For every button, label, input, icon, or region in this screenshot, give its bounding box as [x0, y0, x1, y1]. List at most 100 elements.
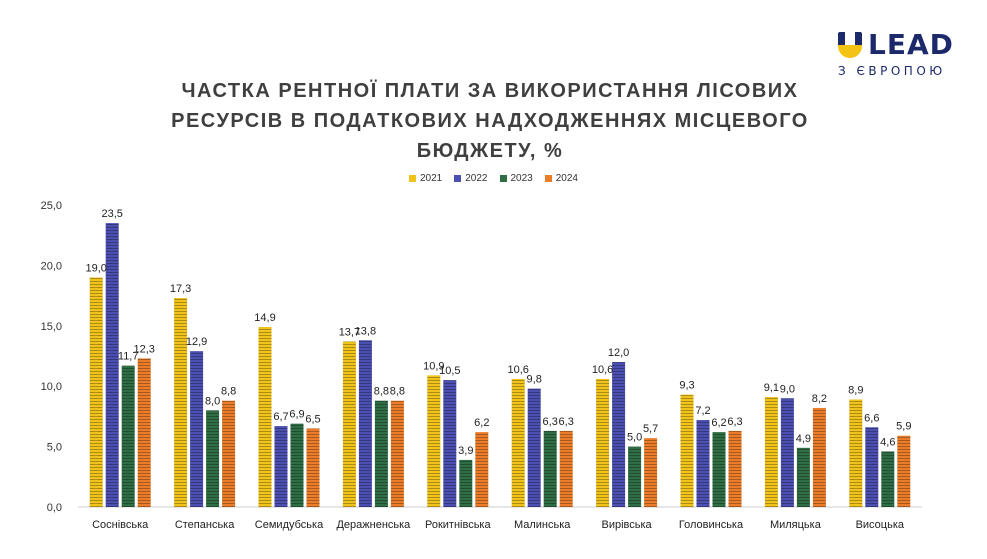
chart-title: ЧАСТКА РЕНТНОЇ ПЛАТИ ЗА ВИКОРИСТАННЯ ЛІС… [140, 76, 840, 166]
bar-2021 [174, 298, 188, 507]
data-label-2022: 9,0 [780, 383, 795, 395]
legend-label-2024: 2024 [555, 173, 578, 184]
data-label-2022: 9,8 [527, 374, 542, 386]
data-label-2023: 4,6 [880, 436, 895, 448]
data-label-2022: 6,7 [273, 411, 288, 423]
data-label-2021: 9,3 [679, 380, 694, 392]
bar-2022 [696, 420, 710, 507]
bar-2023 [290, 423, 304, 507]
data-label-2022: 13,8 [355, 325, 376, 337]
data-label-2021: 9,1 [764, 382, 779, 394]
legend-label-2021: 2021 [420, 173, 443, 184]
logo-word: LEAD [868, 28, 954, 61]
y-tick-label: 5,0 [47, 442, 62, 454]
y-tick-label: 0,0 [47, 502, 62, 514]
legend-swatch-2023 [499, 175, 507, 182]
logo-tagline: З ЄВРОПОЮ [838, 64, 946, 78]
y-tick-label: 15,0 [41, 321, 62, 333]
legend-swatch-2022 [454, 175, 462, 182]
bar-2023 [881, 451, 895, 507]
data-label-2023: 3,9 [458, 445, 473, 457]
legend-item-2021: 2021 [409, 173, 442, 184]
data-label-2021: 8,9 [848, 384, 863, 396]
bar-2021 [680, 394, 694, 507]
data-label-2023: 5,0 [627, 432, 642, 444]
data-label-2023: 6,9 [289, 409, 304, 421]
legend-item-2024: 2024 [544, 173, 578, 184]
bar-2023 [459, 459, 473, 507]
data-label-2023: 11,7 [118, 351, 139, 363]
bar-2022 [358, 340, 372, 507]
bar-2024 [728, 430, 742, 507]
chart-title-line-1: ЧАСТКА РЕНТНОЇ ПЛАТИ ЗА ВИКОРИСТАННЯ ЛІС… [181, 80, 799, 102]
data-label-2024: 8,2 [812, 393, 827, 405]
data-label-2023: 6,3 [543, 416, 558, 428]
chart-legend: 2021 2022 2023 2024 [0, 173, 987, 184]
x-category-label: Вирівська [602, 519, 653, 531]
bar-2024 [812, 407, 826, 507]
x-category-label: Соснівська [92, 519, 149, 531]
y-tick-label: 25,0 [41, 200, 62, 212]
bar-2023 [712, 432, 726, 507]
bar-2023 [374, 400, 388, 507]
bar-2024 [559, 430, 573, 507]
ulead-logo: LEAD З ЄВРОПОЮ [838, 30, 978, 82]
x-category-label: Головинська [679, 519, 744, 531]
data-label-2021: 10,9 [423, 360, 444, 372]
data-label-2024: 8,8 [221, 386, 236, 398]
bar-2024 [306, 428, 320, 507]
bar-2024 [390, 400, 404, 507]
data-label-2024: 6,3 [559, 416, 574, 428]
bar-2023 [796, 447, 810, 507]
x-category-label: Семидубська [255, 519, 324, 531]
data-label-2021: 17,3 [170, 283, 191, 295]
data-label-2022: 10,5 [439, 365, 460, 377]
data-label-2021: 19,0 [85, 262, 106, 274]
bar-2024 [137, 358, 151, 507]
bar-2021 [849, 399, 863, 507]
bar-2022 [443, 380, 457, 507]
data-label-2024: 5,9 [896, 421, 911, 433]
legend-item-2022: 2022 [454, 173, 488, 184]
data-label-2024: 5,7 [643, 423, 658, 435]
bar-2022 [274, 426, 288, 507]
x-category-label: Деражненська [336, 519, 411, 531]
data-label-2021: 10,6 [507, 364, 528, 376]
bar-2021 [764, 397, 778, 507]
legend-label-2022: 2022 [465, 173, 488, 184]
bar-2021 [342, 341, 356, 507]
data-label-2024: 6,2 [474, 417, 489, 429]
legend-label-2023: 2023 [510, 173, 533, 184]
bar-2024 [475, 432, 489, 507]
ulead-u-mark-icon [838, 32, 862, 58]
bar-2024 [644, 438, 658, 507]
bar-2024 [222, 400, 236, 507]
bar-2022 [865, 427, 879, 507]
bar-2023 [628, 446, 642, 507]
data-label-2021: 10,6 [592, 364, 613, 376]
data-label-2023: 6,2 [711, 417, 726, 429]
data-label-2021: 13,7 [339, 327, 360, 339]
data-label-2024: 12,3 [133, 343, 154, 355]
bar-2024 [897, 435, 911, 507]
chart-title-line-2: РЕСУРСІВ В ПОДАТКОВИХ НАДХОДЖЕННЯХ МІСЦЕ… [171, 110, 809, 132]
bar-2021 [427, 375, 441, 507]
data-label-2024: 6,5 [305, 413, 320, 425]
bar-2022 [190, 351, 204, 507]
data-label-2022: 12,9 [186, 336, 207, 348]
data-label-2022: 7,2 [695, 405, 710, 417]
bar-2023 [121, 365, 135, 507]
data-label-2022: 6,6 [864, 412, 879, 424]
y-tick-label: 10,0 [41, 381, 62, 393]
data-label-2023: 8,8 [374, 386, 389, 398]
data-label-2021: 14,9 [254, 312, 275, 324]
bar-2021 [511, 378, 525, 507]
chart-title-line-3: БЮДЖЕТУ, % [416, 140, 564, 162]
bar-2022 [105, 223, 119, 507]
legend-swatch-2024 [544, 175, 552, 182]
data-label-2024: 8,8 [390, 386, 405, 398]
bar-2021 [258, 327, 272, 507]
x-category-label: Малинська [514, 519, 571, 531]
bar-2022 [612, 362, 626, 507]
